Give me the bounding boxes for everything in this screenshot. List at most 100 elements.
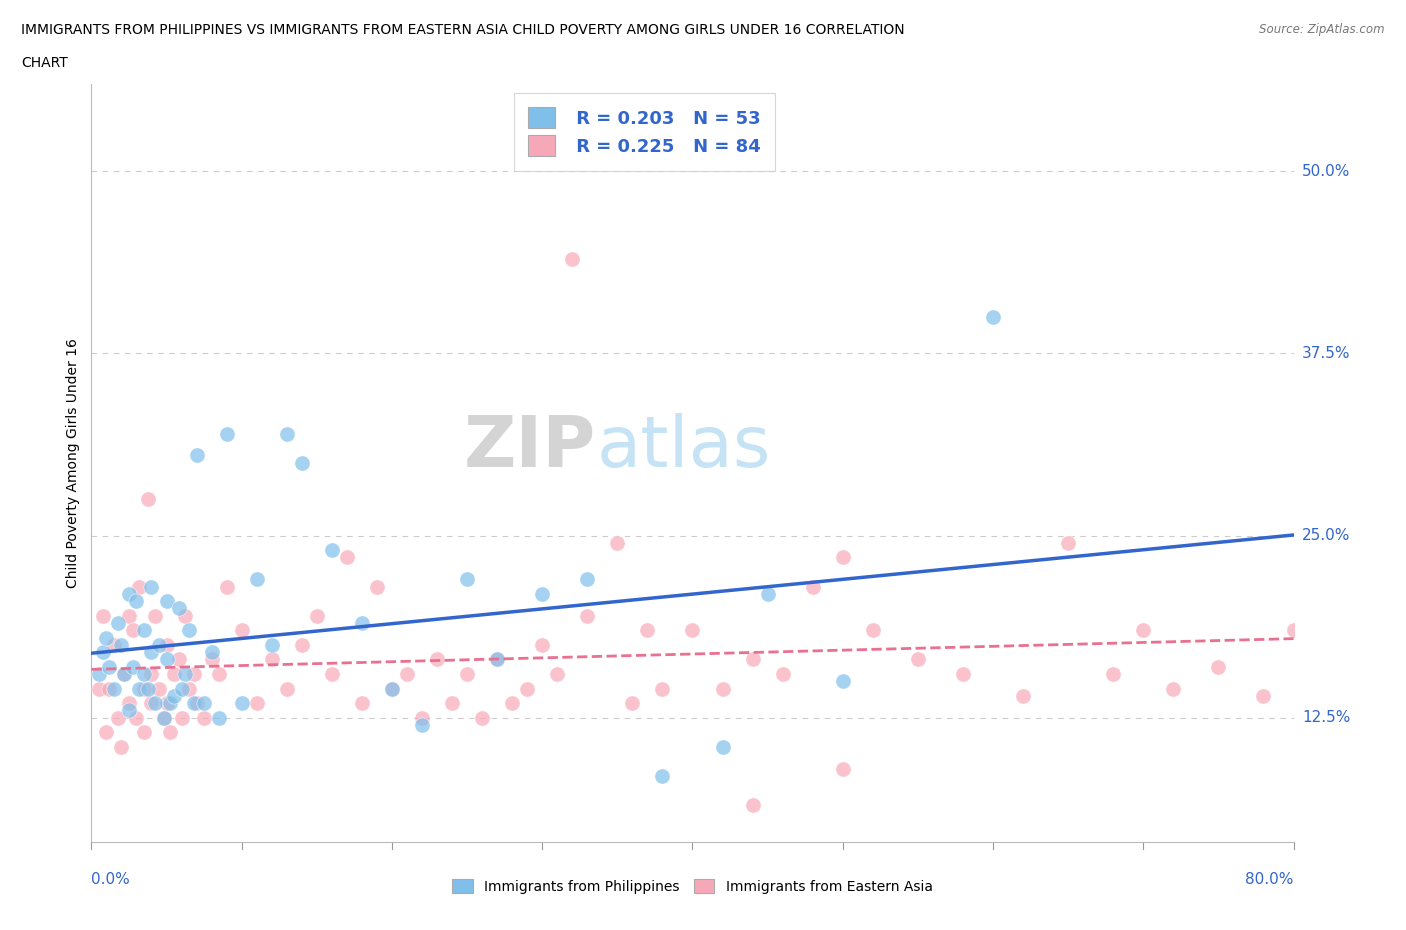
Point: [125, 711, 148, 725]
Text: 37.5%: 37.5%: [1302, 346, 1350, 361]
Point: [411, 718, 433, 733]
Point: [1253, 688, 1275, 703]
Point: [128, 579, 150, 594]
Point: [98, 681, 121, 696]
Point: [321, 543, 343, 558]
Point: [366, 579, 388, 594]
Point: [486, 652, 509, 667]
Point: [1102, 667, 1125, 682]
Point: [152, 711, 174, 725]
Point: [186, 448, 208, 463]
Point: [291, 637, 314, 652]
Point: [831, 762, 853, 777]
Point: [531, 637, 554, 652]
Point: [193, 696, 215, 711]
Point: [122, 659, 145, 674]
Point: [167, 652, 190, 667]
Point: [167, 601, 190, 616]
Text: ZIP: ZIP: [464, 413, 596, 482]
Point: [155, 696, 177, 711]
Point: [118, 587, 141, 602]
Point: [501, 696, 523, 711]
Point: [93, 608, 115, 623]
Point: [208, 711, 231, 725]
Text: 25.0%: 25.0%: [1302, 528, 1350, 543]
Point: [159, 696, 181, 711]
Text: Source: ZipAtlas.com: Source: ZipAtlas.com: [1260, 23, 1385, 36]
Point: [96, 724, 118, 739]
Point: [772, 667, 794, 682]
Point: [246, 696, 269, 711]
Point: [159, 724, 181, 739]
Point: [96, 631, 118, 645]
Point: [132, 681, 155, 696]
Point: [186, 696, 208, 711]
Point: [215, 426, 238, 441]
Point: [1161, 681, 1184, 696]
Text: IMMIGRANTS FROM PHILIPPINES VS IMMIGRANTS FROM EASTERN ASIA CHILD POVERTY AMONG : IMMIGRANTS FROM PHILIPPINES VS IMMIGRANT…: [21, 23, 904, 37]
Point: [93, 644, 115, 659]
Point: [426, 652, 449, 667]
Point: [118, 696, 141, 711]
Point: [576, 572, 599, 587]
Point: [756, 587, 779, 602]
Point: [155, 593, 177, 608]
Point: [148, 637, 170, 652]
Point: [321, 667, 343, 682]
Point: [183, 696, 205, 711]
Point: [231, 696, 253, 711]
Point: [981, 310, 1004, 325]
Point: [125, 593, 148, 608]
Point: [118, 608, 141, 623]
Point: [711, 681, 734, 696]
Point: [1282, 623, 1305, 638]
Point: [336, 550, 359, 565]
Text: 0.0%: 0.0%: [91, 872, 131, 887]
Point: [122, 623, 145, 638]
Point: [148, 681, 170, 696]
Point: [155, 637, 177, 652]
Point: [606, 536, 628, 551]
Point: [456, 667, 478, 682]
Point: [114, 667, 136, 682]
Point: [651, 768, 673, 783]
Point: [132, 667, 155, 682]
Point: [1312, 579, 1334, 594]
Point: [141, 667, 163, 682]
Point: [381, 681, 404, 696]
Point: [173, 608, 195, 623]
Point: [138, 492, 160, 507]
Point: [741, 798, 763, 813]
Point: [456, 572, 478, 587]
Point: [114, 667, 136, 682]
Point: [546, 667, 568, 682]
Point: [87, 681, 110, 696]
Point: [1357, 637, 1379, 652]
Point: [1132, 623, 1154, 638]
Point: [486, 652, 509, 667]
Point: [291, 456, 314, 471]
Y-axis label: Child Poverty Among Girls Under 16: Child Poverty Among Girls Under 16: [66, 338, 80, 588]
Point: [471, 711, 494, 725]
Point: [681, 623, 703, 638]
Point: [173, 667, 195, 682]
Point: [395, 667, 418, 682]
Point: [862, 623, 884, 638]
Point: [110, 739, 132, 754]
Point: [138, 681, 160, 696]
Point: [201, 644, 224, 659]
Point: [576, 608, 599, 623]
Point: [831, 674, 853, 689]
Point: [741, 652, 763, 667]
Point: [651, 681, 673, 696]
Text: CHART: CHART: [21, 56, 67, 70]
Point: [907, 652, 929, 667]
Point: [170, 711, 193, 725]
Point: [132, 724, 155, 739]
Point: [163, 688, 186, 703]
Point: [143, 608, 166, 623]
Point: [260, 652, 283, 667]
Text: 50.0%: 50.0%: [1302, 164, 1350, 179]
Point: [215, 579, 238, 594]
Point: [118, 703, 141, 718]
